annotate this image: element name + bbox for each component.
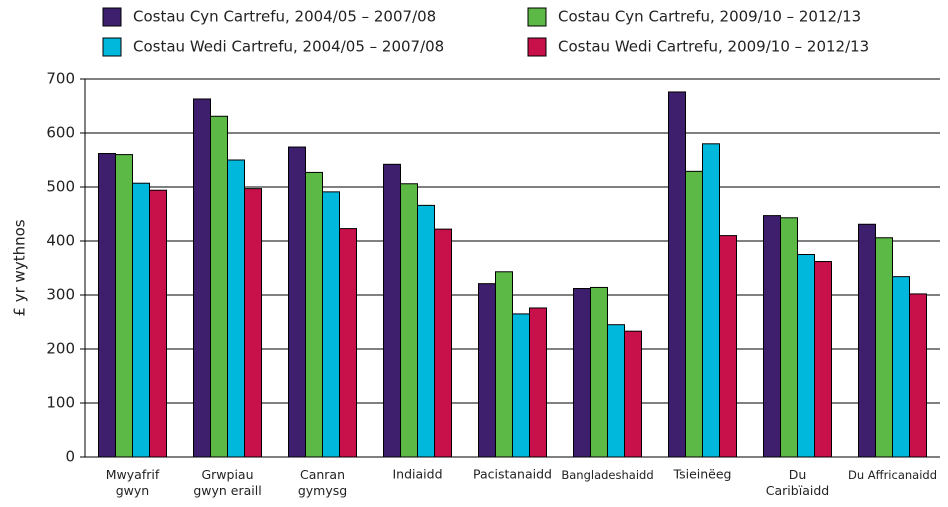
y-tick-label: 700 bbox=[46, 70, 75, 88]
bar bbox=[417, 204, 435, 458]
y-axis-label: £ yr wythnos bbox=[11, 219, 29, 316]
y-tick-label: 0 bbox=[65, 448, 75, 466]
x-tick-label: Mwyafrif gwyn bbox=[106, 467, 160, 498]
bar bbox=[685, 170, 703, 458]
bar bbox=[322, 191, 340, 458]
bar bbox=[797, 254, 815, 458]
legend-swatch bbox=[527, 7, 547, 27]
bar bbox=[400, 183, 418, 458]
legend-swatch bbox=[527, 37, 547, 57]
bar bbox=[339, 228, 357, 458]
y-tick-label: 400 bbox=[46, 232, 75, 250]
bar bbox=[115, 154, 133, 458]
bar bbox=[210, 115, 228, 458]
bar bbox=[149, 189, 167, 458]
bar bbox=[434, 228, 452, 458]
y-tick-label: 100 bbox=[46, 394, 75, 412]
legend-swatch bbox=[102, 7, 122, 27]
bar bbox=[719, 235, 737, 458]
bar bbox=[668, 91, 686, 458]
bar bbox=[98, 153, 116, 458]
bar bbox=[702, 143, 720, 458]
bar bbox=[590, 286, 608, 458]
bar bbox=[573, 288, 591, 458]
legend-label: Costau Cyn Cartrefu, 2004/05 – 2007/08 bbox=[133, 8, 436, 26]
bar bbox=[529, 307, 547, 458]
x-tick-label: Canran gymysg bbox=[298, 467, 347, 498]
x-tick-label: Du Affricanaidd bbox=[848, 468, 937, 482]
bar bbox=[244, 188, 262, 458]
y-tick-label: 600 bbox=[46, 124, 75, 142]
bar bbox=[624, 330, 642, 458]
x-tick-label: Grwpiau gwyn eraill bbox=[193, 467, 261, 498]
bar bbox=[288, 146, 306, 458]
bar bbox=[858, 223, 876, 458]
legend-label: Costau Cyn Cartrefu, 2009/10 – 2012/13 bbox=[558, 8, 861, 26]
bar bbox=[909, 293, 927, 458]
bar bbox=[607, 324, 625, 458]
bar bbox=[512, 313, 530, 458]
bar bbox=[763, 215, 781, 458]
bar bbox=[495, 271, 513, 458]
bar bbox=[193, 98, 211, 458]
bar bbox=[383, 163, 401, 458]
bar bbox=[780, 217, 798, 458]
bar bbox=[478, 283, 496, 458]
bar bbox=[305, 171, 323, 458]
y-tick-label: 200 bbox=[46, 340, 75, 358]
bar bbox=[875, 237, 893, 458]
bar bbox=[132, 182, 150, 458]
bar bbox=[814, 261, 832, 458]
x-tick-label: Indiaidd bbox=[392, 467, 442, 482]
bar bbox=[892, 276, 910, 458]
legend-label: Costau Wedi Cartrefu, 2009/10 – 2012/13 bbox=[558, 38, 869, 56]
y-tick-label: 300 bbox=[46, 286, 75, 304]
x-tick-label: Bangladeshaidd bbox=[561, 468, 653, 482]
x-tick-label: Pacistanaidd bbox=[473, 467, 552, 482]
bar bbox=[227, 159, 245, 458]
legend-swatch bbox=[102, 37, 122, 57]
x-tick-label: Tsieinëeg bbox=[673, 467, 732, 482]
y-tick-label: 500 bbox=[46, 178, 75, 196]
legend-label: Costau Wedi Cartrefu, 2004/05 – 2007/08 bbox=[133, 38, 444, 56]
x-tick-label: Du Caribïaidd bbox=[766, 467, 829, 498]
